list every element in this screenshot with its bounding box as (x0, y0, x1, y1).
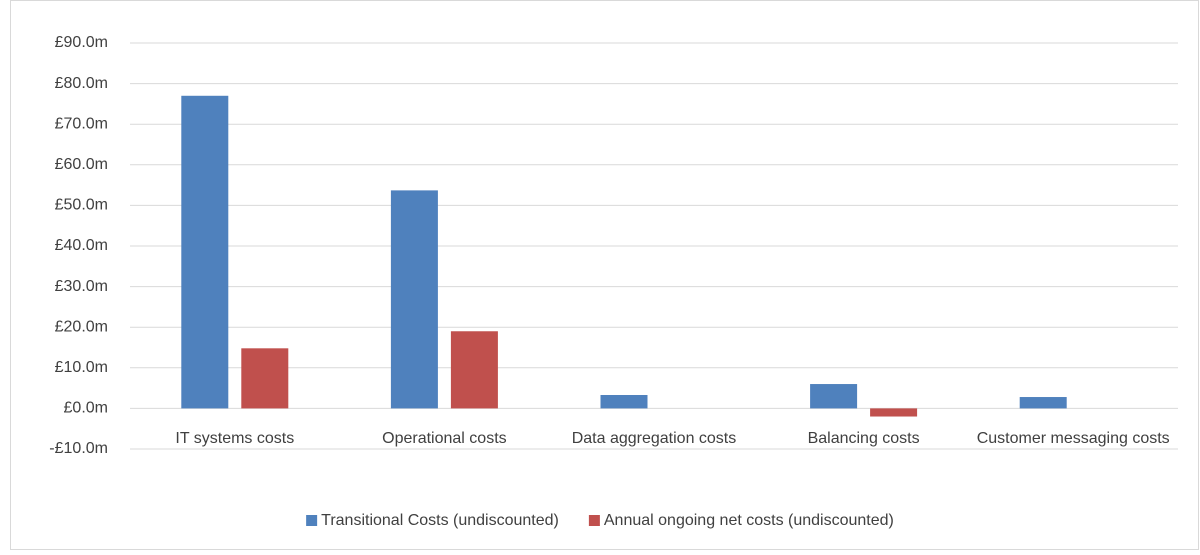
y-tick-label: £90.0m (55, 34, 108, 51)
y-tick-label: -£10.0m (49, 440, 108, 457)
y-tick-label: £10.0m (55, 359, 108, 376)
y-tick-label: £20.0m (55, 318, 108, 335)
x-tick-label-box: Operational costs (382, 430, 507, 447)
bar (241, 348, 289, 409)
bar (810, 384, 858, 409)
bar (1019, 397, 1067, 409)
legend-swatch (306, 515, 318, 526)
bar (181, 95, 229, 409)
x-tick-label: Operational costs (382, 430, 507, 447)
y-tick-label: £80.0m (55, 75, 108, 92)
y-tick-label: £40.0m (55, 237, 108, 254)
y-tick-label: £50.0m (55, 197, 108, 214)
bar (450, 331, 498, 409)
y-tick-label: £60.0m (55, 156, 108, 173)
y-tick-label: £30.0m (55, 278, 108, 295)
bar (390, 190, 438, 409)
x-tick-label: Balancing costs (807, 430, 920, 447)
x-tick-label-box: Customer messaging costs (976, 430, 1170, 447)
x-tick-label: Customer messaging costs (976, 430, 1170, 447)
y-tick-label: £70.0m (55, 115, 108, 132)
legend-swatch (588, 515, 600, 526)
x-tick-label-box: Balancing costs (807, 430, 920, 447)
x-tick-label: Data aggregation costs (571, 430, 737, 447)
x-tick-label-box: IT systems costs (175, 430, 295, 447)
x-tick-label: IT systems costs (175, 430, 295, 447)
bar (600, 395, 648, 409)
bar (870, 408, 918, 417)
y-tick-label: £0.0m (64, 400, 108, 417)
legend-label: Transitional Costs (undiscounted) (321, 512, 559, 529)
legend: Transitional Costs (undiscounted) Annual … (306, 512, 894, 529)
legend-label: Annual ongoing net costs (undiscounted) (604, 512, 894, 529)
x-tick-label-box: Data aggregation costs (571, 430, 737, 447)
